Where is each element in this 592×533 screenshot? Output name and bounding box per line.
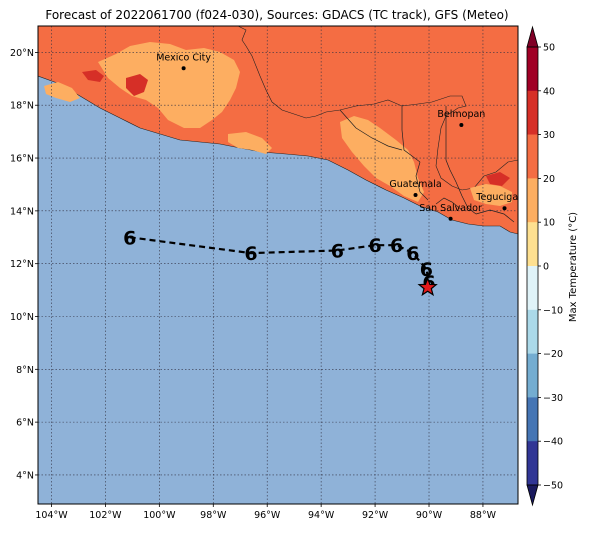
highland-region-honduras (470, 184, 512, 206)
x-tick-label: 96°W (254, 510, 281, 521)
x-axis-ticks: 104°W 102°W 100°W 98°W 96°W 94°W 92°W 90°W 88°W (35, 504, 497, 521)
x-tick-label: 92°W (362, 510, 389, 521)
city-label: San Salvador (419, 203, 482, 214)
colorbar-segment (527, 397, 538, 442)
current-position-star[interactable] (417, 276, 438, 297)
city-marker (448, 216, 453, 221)
city-marker (181, 66, 186, 71)
cyclone-symbol: 6 (368, 235, 381, 257)
colorbar-tick-label: 0 (543, 262, 549, 273)
y-tick-label: 18°N (10, 101, 34, 112)
cyclone-symbol: 6 (123, 227, 136, 249)
hot-spot-north-1 (82, 70, 104, 82)
y-tick-label: 6°N (16, 418, 34, 429)
colorbar-tick-label: −40 (543, 437, 563, 448)
colorbar-tick-label: 50 (543, 43, 555, 54)
colorbar-tick-label: 40 (543, 86, 555, 97)
y-tick-label: 8°N (16, 365, 34, 376)
city-marker (459, 123, 464, 128)
x-tick-label: 90°W (416, 510, 443, 521)
colorbar-segment (527, 178, 538, 223)
colorbar-tick-label: −20 (543, 349, 563, 360)
y-tick-label: 20°N (10, 48, 34, 59)
colorbar: 50 40 30 20 10 0 −10 −20 −30 −40 −50 (526, 25, 563, 507)
colorbar-segment (527, 222, 538, 267)
colorbar-segment (527, 353, 538, 398)
city-marker (413, 193, 418, 198)
x-tick-label: 94°W (308, 510, 335, 521)
highland-region-west (44, 82, 80, 102)
y-tick-label: 10°N (10, 312, 34, 323)
x-tick-label: 88°W (470, 510, 497, 521)
colorbar-tick-label: −50 (543, 481, 563, 492)
cyclone-symbol: 6 (420, 259, 433, 281)
y-tick-label: 16°N (10, 154, 34, 165)
city-label: Belmopan (437, 109, 485, 120)
cyclone-symbol: 6 (406, 243, 419, 265)
cyclone-symbol: 6 (331, 240, 344, 262)
city-layer: Mexico City Belmopan Guatemala San Salvador… (156, 52, 532, 221)
x-tick-label: 100°W (143, 510, 176, 521)
colorbar-segment (527, 134, 538, 179)
cyclone-symbol: 6 (244, 243, 257, 265)
colorbar-extend-min (526, 484, 539, 507)
highland-region-central-mexico (98, 42, 240, 128)
x-tick-label: 98°W (200, 510, 227, 521)
city-label: Mexico City (156, 52, 211, 63)
colorbar-tick-label: 10 (543, 218, 555, 229)
colorbar-extend-max (526, 25, 539, 48)
hot-spot-yucatan (486, 172, 510, 186)
highland-region-chiapas (340, 116, 424, 202)
colorbar-tick-label: 20 (543, 174, 555, 185)
highland-region-oaxaca (228, 132, 272, 154)
map-title: Forecast of 2022061700 (f024-030), Sourc… (45, 8, 508, 22)
colorbar-segment (527, 441, 538, 486)
colorbar-segment (527, 266, 538, 311)
city-label: Guatemala (389, 179, 441, 190)
colorbar-tick-label: −30 (543, 393, 563, 404)
y-tick-label: 4°N (16, 470, 34, 481)
track-line (129, 236, 431, 283)
colorbar-segment (527, 47, 538, 92)
cyclone-symbol: 6 (390, 235, 403, 257)
colorbar-label: Max Temperature (°C) (568, 212, 579, 322)
x-tick-label: 104°W (35, 510, 68, 521)
city-label: Tegucigalpa (475, 192, 532, 203)
y-tick-label: 14°N (10, 206, 34, 217)
colorbar-segment (527, 309, 538, 354)
map-frame (37, 25, 519, 505)
colorbar-tick-label: −10 (543, 305, 563, 316)
city-marker (502, 206, 507, 211)
storm-track[interactable]: 66666666 (123, 227, 438, 297)
graticule (38, 26, 518, 504)
colorbar-segment (527, 90, 538, 135)
country-borders (339, 106, 515, 223)
hot-spot-north-2 (126, 74, 148, 96)
x-tick-label: 102°W (89, 510, 122, 521)
y-axis-ticks: 20°N 18°N 16°N 14°N 12°N 10°N 8°N 6°N 4°N (10, 48, 38, 481)
colorbar-tick-label: 30 (543, 130, 555, 141)
map-panel[interactable]: Mexico City Belmopan Guatemala San Salvador… (38, 26, 533, 504)
y-tick-label: 12°N (10, 259, 34, 270)
